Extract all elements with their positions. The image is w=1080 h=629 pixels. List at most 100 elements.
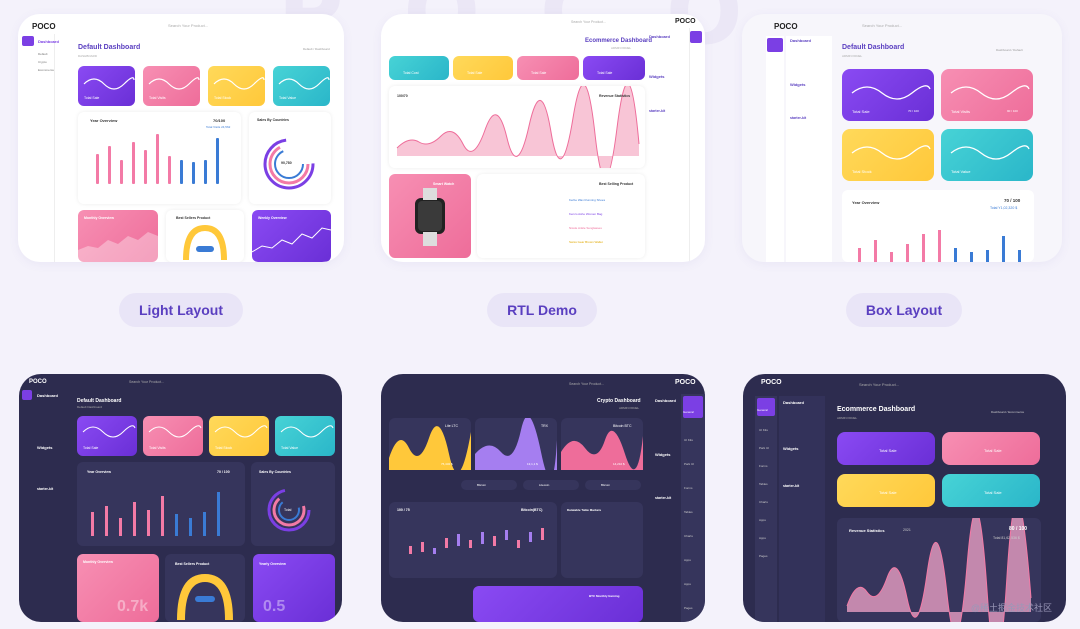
- tile-total-stock[interactable]: Total Stock: [209, 416, 269, 456]
- sidebar-item-default[interactable]: Default: [38, 52, 48, 56]
- tile-total-visits[interactable]: Total Visits: [143, 416, 203, 456]
- sidebar-widgets-label[interactable]: Widgets: [37, 445, 53, 450]
- sidebar-general-label[interactable]: General: [757, 408, 768, 412]
- sidebar-widgets-label[interactable]: Widgets: [790, 82, 806, 87]
- sidebar-general-label[interactable]: General: [683, 410, 694, 414]
- tile-2[interactable]: Total Sale: [453, 56, 513, 80]
- light-layout-preview[interactable]: POCO Search Your Product... Dashboard De…: [18, 14, 344, 262]
- sidebar-dashboard-label[interactable]: Dashboard: [37, 393, 58, 398]
- coin-pill-2[interactable]: Litecoin: [523, 480, 579, 490]
- breadcrumb[interactable]: Default / Dashboard: [303, 47, 330, 51]
- tile-3[interactable]: Total Sale: [517, 56, 579, 80]
- monthly-big-number: 0.7k: [117, 598, 149, 615]
- search-input[interactable]: Search Your Product...: [571, 20, 607, 24]
- sidebar-apps-2[interactable]: Apps: [684, 582, 691, 586]
- dark-ecommerce-preview[interactable]: POCO Search Your Product... General UI K…: [743, 374, 1066, 622]
- smart-watch-card[interactable]: Smart Watch: [389, 174, 471, 258]
- sidebar-charts[interactable]: Charts: [684, 534, 693, 538]
- submenu-starter[interactable]: starter-kit: [655, 496, 672, 500]
- sidebar-pages[interactable]: Pages: [684, 606, 693, 610]
- smart-watch-title: Smart Watch: [433, 182, 455, 186]
- search-input[interactable]: Search Your Product...: [129, 380, 165, 384]
- tile-total-sale[interactable]: Total Sale 70 / 100: [842, 69, 934, 121]
- tile-4[interactable]: Total Sale: [942, 474, 1040, 507]
- rtl-demo-label[interactable]: RTL Demo: [487, 293, 597, 327]
- search-input[interactable]: Search Your Product...: [862, 23, 903, 28]
- product-row-1[interactable]: Kerbe Wav Running Shoes: [569, 198, 606, 202]
- tile-1[interactable]: Total Cost: [389, 56, 449, 80]
- product-row-4[interactable]: Swiss Gear Brown Wallet: [569, 240, 603, 244]
- sidebar-home-icon[interactable]: [690, 31, 702, 43]
- sidebar-dashboard-label[interactable]: Dashboard: [649, 34, 670, 39]
- coin-pill-3[interactable]: Bitcoin: [585, 480, 641, 490]
- search-input[interactable]: Search Your Product...: [168, 23, 209, 28]
- revenue-badge[interactable]: 2021: [903, 528, 911, 532]
- tile-total-visits[interactable]: Total Visits: [143, 66, 200, 106]
- sidebar-apps-2[interactable]: Apps: [759, 536, 766, 540]
- dark-crypto-preview[interactable]: POCO Search Your Product... General UI K…: [381, 374, 705, 622]
- sidebar-dashboard-label[interactable]: Dashboard: [790, 38, 811, 43]
- sidebar-park-ui[interactable]: Park UI: [759, 446, 770, 450]
- light-layout-label[interactable]: Light Layout: [119, 293, 243, 327]
- submenu-dashboard[interactable]: Dashboard: [655, 398, 676, 403]
- sidebar-apps[interactable]: Apps: [684, 558, 691, 562]
- submenu-starter[interactable]: starter-kit: [783, 484, 800, 488]
- box-layout-label[interactable]: Box Layout: [846, 293, 962, 327]
- sidebar-general-item[interactable]: [683, 396, 703, 418]
- coin-card-btc[interactable]: Bitcoin BTC 14,210 $: [561, 418, 643, 470]
- tile-total-value[interactable]: Total Value: [273, 66, 330, 106]
- dark-default-preview[interactable]: POCO Search Your Product... Dashboard Wi…: [19, 374, 342, 622]
- sidebar-charts[interactable]: Charts: [759, 500, 768, 504]
- tile-total-sale[interactable]: Total Sale: [77, 416, 137, 456]
- product-row-2[interactable]: Kenzo Ashe Women Bag: [569, 212, 603, 216]
- tile-total-stock[interactable]: Total Stock: [208, 66, 265, 106]
- tile-4[interactable]: Total Sale: [583, 56, 645, 80]
- sidebar-tables[interactable]: Tables: [684, 510, 693, 514]
- sidebar-forms[interactable]: Forms: [684, 486, 693, 490]
- tile-total-value[interactable]: Total Value: [941, 129, 1033, 181]
- sidebar-home-icon[interactable]: [22, 390, 32, 400]
- sidebar-forms[interactable]: Forms: [759, 464, 768, 468]
- sidebar-starter-label[interactable]: starter-kit: [37, 487, 54, 491]
- tile-total-sale[interactable]: Total Sale: [78, 66, 135, 106]
- submenu-dashboard[interactable]: Dashboard: [783, 400, 804, 405]
- wave-icon: [851, 145, 931, 160]
- sidebar: [18, 34, 55, 262]
- product-row-3[interactable]: Nicole Ankle Sunglasses: [569, 226, 602, 230]
- coin-card-ltc[interactable]: Lite LTC 76,432 $: [389, 418, 471, 473]
- coin-card-trx[interactable]: TRX 13,1,1 $: [475, 416, 557, 479]
- sidebar-pages[interactable]: Pages: [759, 554, 768, 558]
- coin-pill-1[interactable]: Bitcoin: [461, 480, 517, 490]
- sidebar-widgets-label[interactable]: Widgets: [649, 74, 665, 79]
- tile-label: Total Sale: [879, 448, 897, 453]
- page-subtitle: ADMIN PANEL: [611, 46, 632, 50]
- tile-total-value[interactable]: Total Value: [275, 416, 335, 456]
- breadcrumb[interactable]: Dashboard / Default: [996, 48, 1023, 52]
- search-input[interactable]: Search Your Product...: [569, 382, 605, 386]
- tile-1[interactable]: Total Sale: [837, 432, 935, 465]
- sidebar-ui-kits[interactable]: UI Kits: [759, 428, 768, 432]
- sidebar-starter-label[interactable]: starter-kit: [649, 109, 666, 113]
- sidebar-tables[interactable]: Tables: [759, 482, 768, 486]
- tile-total-visits[interactable]: Total Visits 90 / 100: [941, 69, 1033, 121]
- sidebar-park-ui[interactable]: Park UI: [684, 462, 695, 466]
- tile-2[interactable]: Total Sale: [942, 432, 1040, 465]
- sidebar-dashboard-label[interactable]: Dashboard: [38, 39, 59, 44]
- submenu-widgets[interactable]: Widgets: [655, 452, 671, 457]
- sidebar-general-item[interactable]: [757, 398, 775, 416]
- sidebar-item-ecommerce[interactable]: Ecommerce: [38, 68, 55, 72]
- tile-3[interactable]: Total Sale: [837, 474, 935, 507]
- tile-total-stock[interactable]: Total Stock: [842, 129, 934, 181]
- box-layout-preview[interactable]: POCO Search Your Product... Dashboard Wi…: [742, 14, 1062, 262]
- sidebar-apps[interactable]: Apps: [759, 518, 766, 522]
- submenu-widgets[interactable]: Widgets: [783, 446, 799, 451]
- sidebar-starter-label[interactable]: starter-kit: [790, 116, 807, 120]
- coin-name: Bitcoin BTC: [613, 424, 632, 428]
- sidebar-home-icon[interactable]: [767, 38, 783, 52]
- breadcrumb[interactable]: Dashboard / Ecommerce: [991, 410, 1025, 414]
- sidebar-ui-kits[interactable]: UI Kits: [684, 438, 693, 442]
- sidebar-home-icon[interactable]: [22, 36, 34, 46]
- rtl-demo-preview[interactable]: POCO Search Your Product... Dashboard Wi…: [381, 14, 705, 262]
- sidebar-item-crypto[interactable]: Crypto: [38, 60, 47, 64]
- search-input[interactable]: Search Your Product...: [859, 382, 900, 387]
